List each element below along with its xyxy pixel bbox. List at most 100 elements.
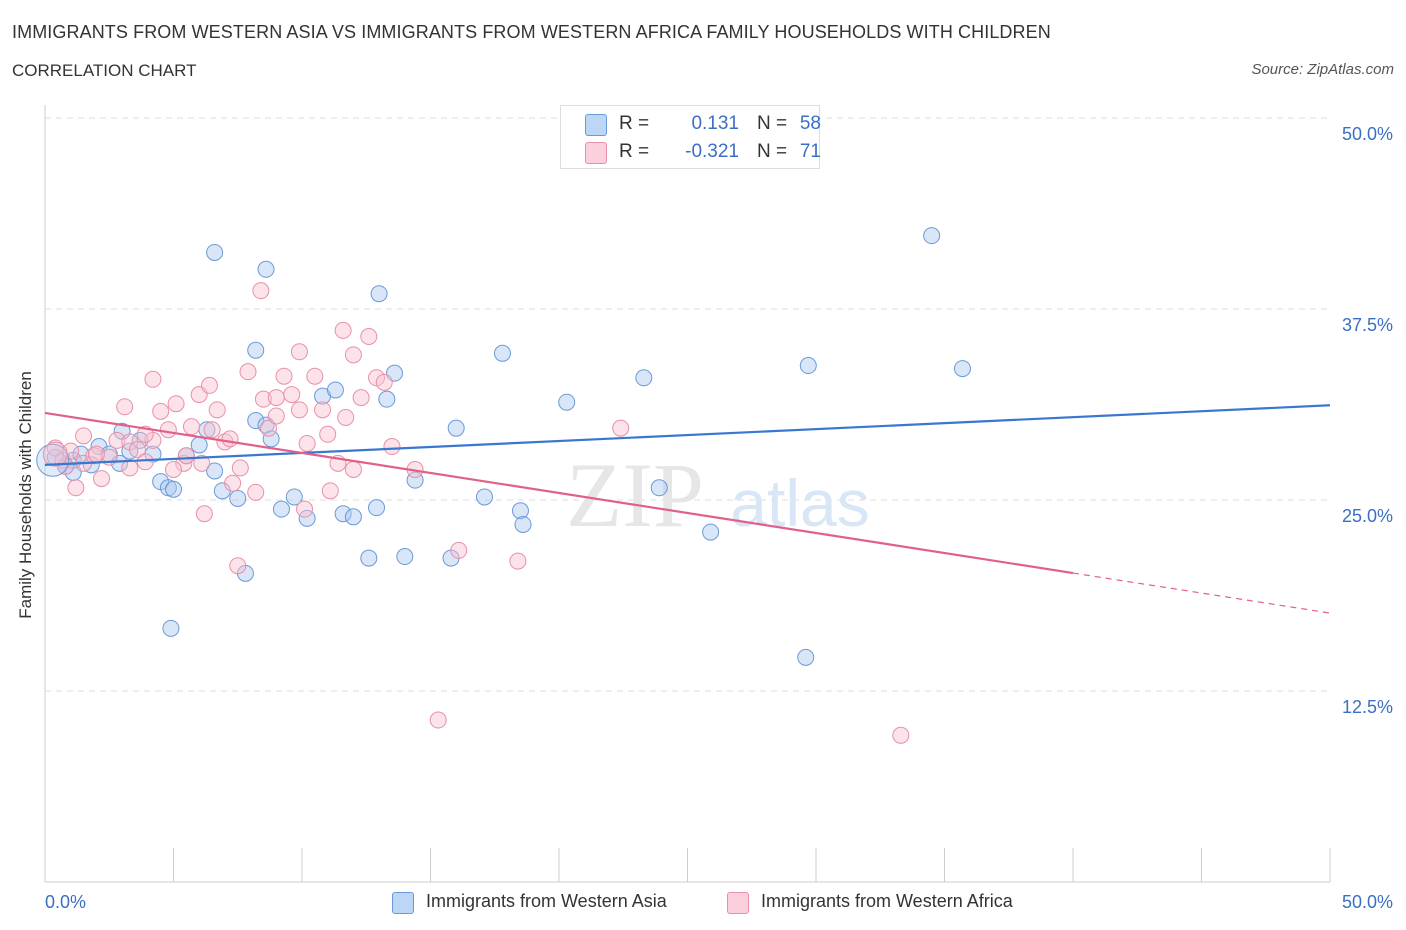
point-western-africa: [252, 282, 270, 300]
point-western-africa: [67, 479, 85, 497]
point-western-africa: [247, 483, 265, 501]
point-western-africa: [93, 470, 111, 488]
point-western-africa: [42, 441, 68, 467]
x-tick-label: 50.0%: [1342, 892, 1393, 912]
point-western-africa: [224, 474, 242, 492]
point-western-asia: [344, 508, 362, 526]
legend-n-label: N =: [757, 113, 788, 134]
point-western-africa: [239, 363, 257, 381]
point-western-asia: [493, 344, 511, 362]
point-western-asia: [378, 390, 396, 408]
point-western-asia: [511, 502, 529, 520]
axes: [44, 105, 1331, 883]
point-western-africa: [290, 401, 308, 419]
point-western-africa: [319, 425, 337, 443]
point-western-asia: [326, 381, 344, 399]
point-western-asia: [799, 357, 817, 375]
point-western-asia: [396, 548, 414, 566]
bottom-legend-swatch-blue: [392, 892, 414, 914]
point-western-africa: [429, 711, 447, 729]
point-western-africa: [383, 438, 401, 456]
point-western-africa: [298, 434, 316, 452]
point-western-africa: [290, 343, 308, 361]
y-axis-label: Family Households with Children: [16, 371, 35, 619]
point-western-africa: [121, 459, 139, 477]
point-western-asia: [162, 619, 180, 637]
point-western-africa: [221, 430, 239, 448]
point-western-asia: [368, 499, 386, 517]
y-tick-label: 37.5%: [1342, 315, 1393, 335]
point-western-africa: [144, 370, 162, 388]
legend-n-value: 58: [799, 113, 821, 134]
point-western-asia: [190, 436, 208, 454]
point-western-africa: [182, 418, 200, 436]
point-western-africa: [116, 398, 134, 416]
point-western-africa: [509, 552, 527, 570]
y-tick-label: 25.0%: [1342, 506, 1393, 526]
point-western-africa: [231, 459, 249, 477]
point-western-africa: [334, 321, 352, 339]
legend-swatch-pink: [585, 142, 607, 164]
point-western-asia: [953, 360, 971, 378]
bottom-legend-label: Immigrants from Western Africa: [761, 891, 1013, 911]
trend-lines: [44, 404, 1331, 614]
y-tick-label: 12.5%: [1342, 697, 1393, 717]
watermark-atlas: atlas: [730, 466, 869, 540]
point-western-asia: [334, 505, 352, 523]
point-western-africa: [450, 541, 468, 559]
trend-line-western-africa-extension: [1072, 572, 1331, 614]
legend-n-label: N =: [757, 141, 788, 162]
x-tick-label: 0.0%: [45, 892, 86, 912]
point-western-africa: [108, 431, 126, 449]
point-western-africa: [254, 390, 272, 408]
point-western-africa: [344, 346, 362, 364]
y-tick-label: 50.0%: [1342, 124, 1393, 144]
point-western-africa: [203, 421, 221, 439]
point-western-africa: [352, 389, 370, 407]
legend-swatch-blue: [585, 114, 607, 136]
point-western-africa: [267, 407, 285, 425]
point-western-africa: [229, 557, 247, 575]
trend-line-western-asia: [44, 404, 1331, 466]
trend-line-western-africa: [44, 411, 1074, 575]
point-western-asia: [797, 648, 815, 666]
point-western-africa: [208, 401, 226, 419]
point-western-africa: [260, 419, 278, 437]
legend-n-value: 71: [799, 141, 821, 162]
watermark-zip: ZIP: [566, 444, 704, 546]
chart-subtitle: CORRELATION CHART: [12, 61, 197, 80]
point-western-africa: [62, 442, 80, 460]
point-western-asia: [558, 393, 576, 411]
point-western-africa: [360, 328, 378, 346]
legend-r-value: -0.321: [685, 141, 739, 162]
point-western-africa: [267, 389, 285, 407]
point-western-asia: [257, 260, 275, 278]
point-western-asia: [447, 419, 465, 437]
legend-box: R = 0.131 N = 58 R = -0.321 N = 71: [560, 105, 821, 169]
point-western-africa: [200, 376, 218, 394]
legend-r-value: 0.131: [691, 113, 739, 134]
point-western-africa: [159, 421, 177, 439]
point-western-asia: [165, 480, 182, 498]
point-western-asia: [360, 549, 378, 567]
chart-title: IMMIGRANTS FROM WESTERN ASIA VS IMMIGRAN…: [12, 22, 1051, 42]
point-western-asia: [229, 489, 247, 507]
legend-r-label: R =: [619, 141, 650, 162]
source-note: Source: ZipAtlas.com: [1251, 61, 1394, 78]
point-western-asia: [285, 488, 303, 506]
point-western-africa: [375, 373, 393, 391]
point-western-asia: [650, 479, 668, 497]
point-western-africa: [152, 402, 170, 420]
point-western-asia: [272, 500, 290, 518]
point-western-africa: [177, 447, 195, 465]
point-western-africa: [314, 401, 332, 419]
grid-lines: [45, 117, 1330, 692]
point-western-africa: [195, 505, 213, 523]
point-western-africa: [167, 395, 185, 413]
point-western-africa: [612, 419, 630, 437]
point-western-africa: [306, 367, 324, 385]
point-western-africa: [337, 408, 355, 426]
point-western-africa: [283, 386, 301, 404]
point-western-africa: [321, 482, 339, 500]
